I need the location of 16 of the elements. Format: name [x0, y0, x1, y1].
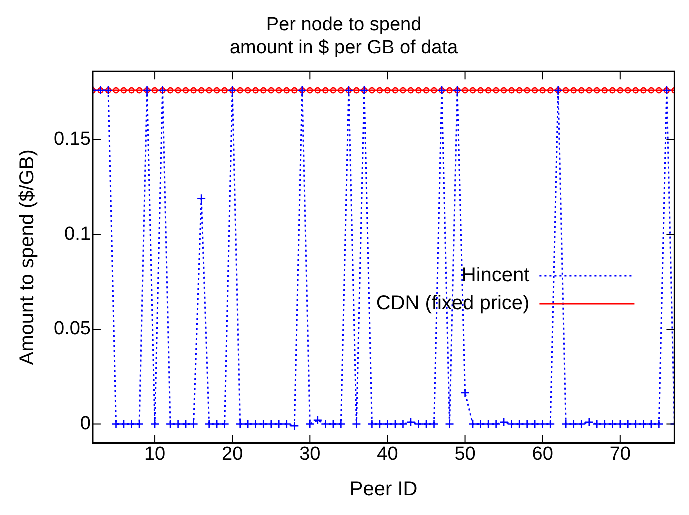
y-tick-label: 0.05 [54, 318, 91, 340]
y-tick-label: 0.15 [54, 129, 91, 150]
x-tick-label: 20 [222, 444, 244, 465]
y-tick-label: 0 [80, 413, 91, 434]
x-tick-label: 60 [532, 444, 554, 465]
x-axis-title: Peer ID [350, 478, 418, 501]
x-tick-label: 10 [144, 444, 166, 465]
x-tick-label: 50 [454, 444, 476, 465]
x-tick-label: 40 [377, 444, 398, 465]
legend-label: CDN (fixed price) [376, 292, 530, 314]
y-axis-title: Amount to spend ($/GB) [16, 150, 39, 366]
x-tick-label: 70 [610, 444, 631, 465]
y-tick-label: 0.1 [64, 224, 91, 245]
x-tick-label: 30 [300, 444, 321, 465]
legend-label: Hincent [462, 264, 530, 286]
chart-title: Per node to spend amount in $ per GB of data [230, 14, 458, 58]
